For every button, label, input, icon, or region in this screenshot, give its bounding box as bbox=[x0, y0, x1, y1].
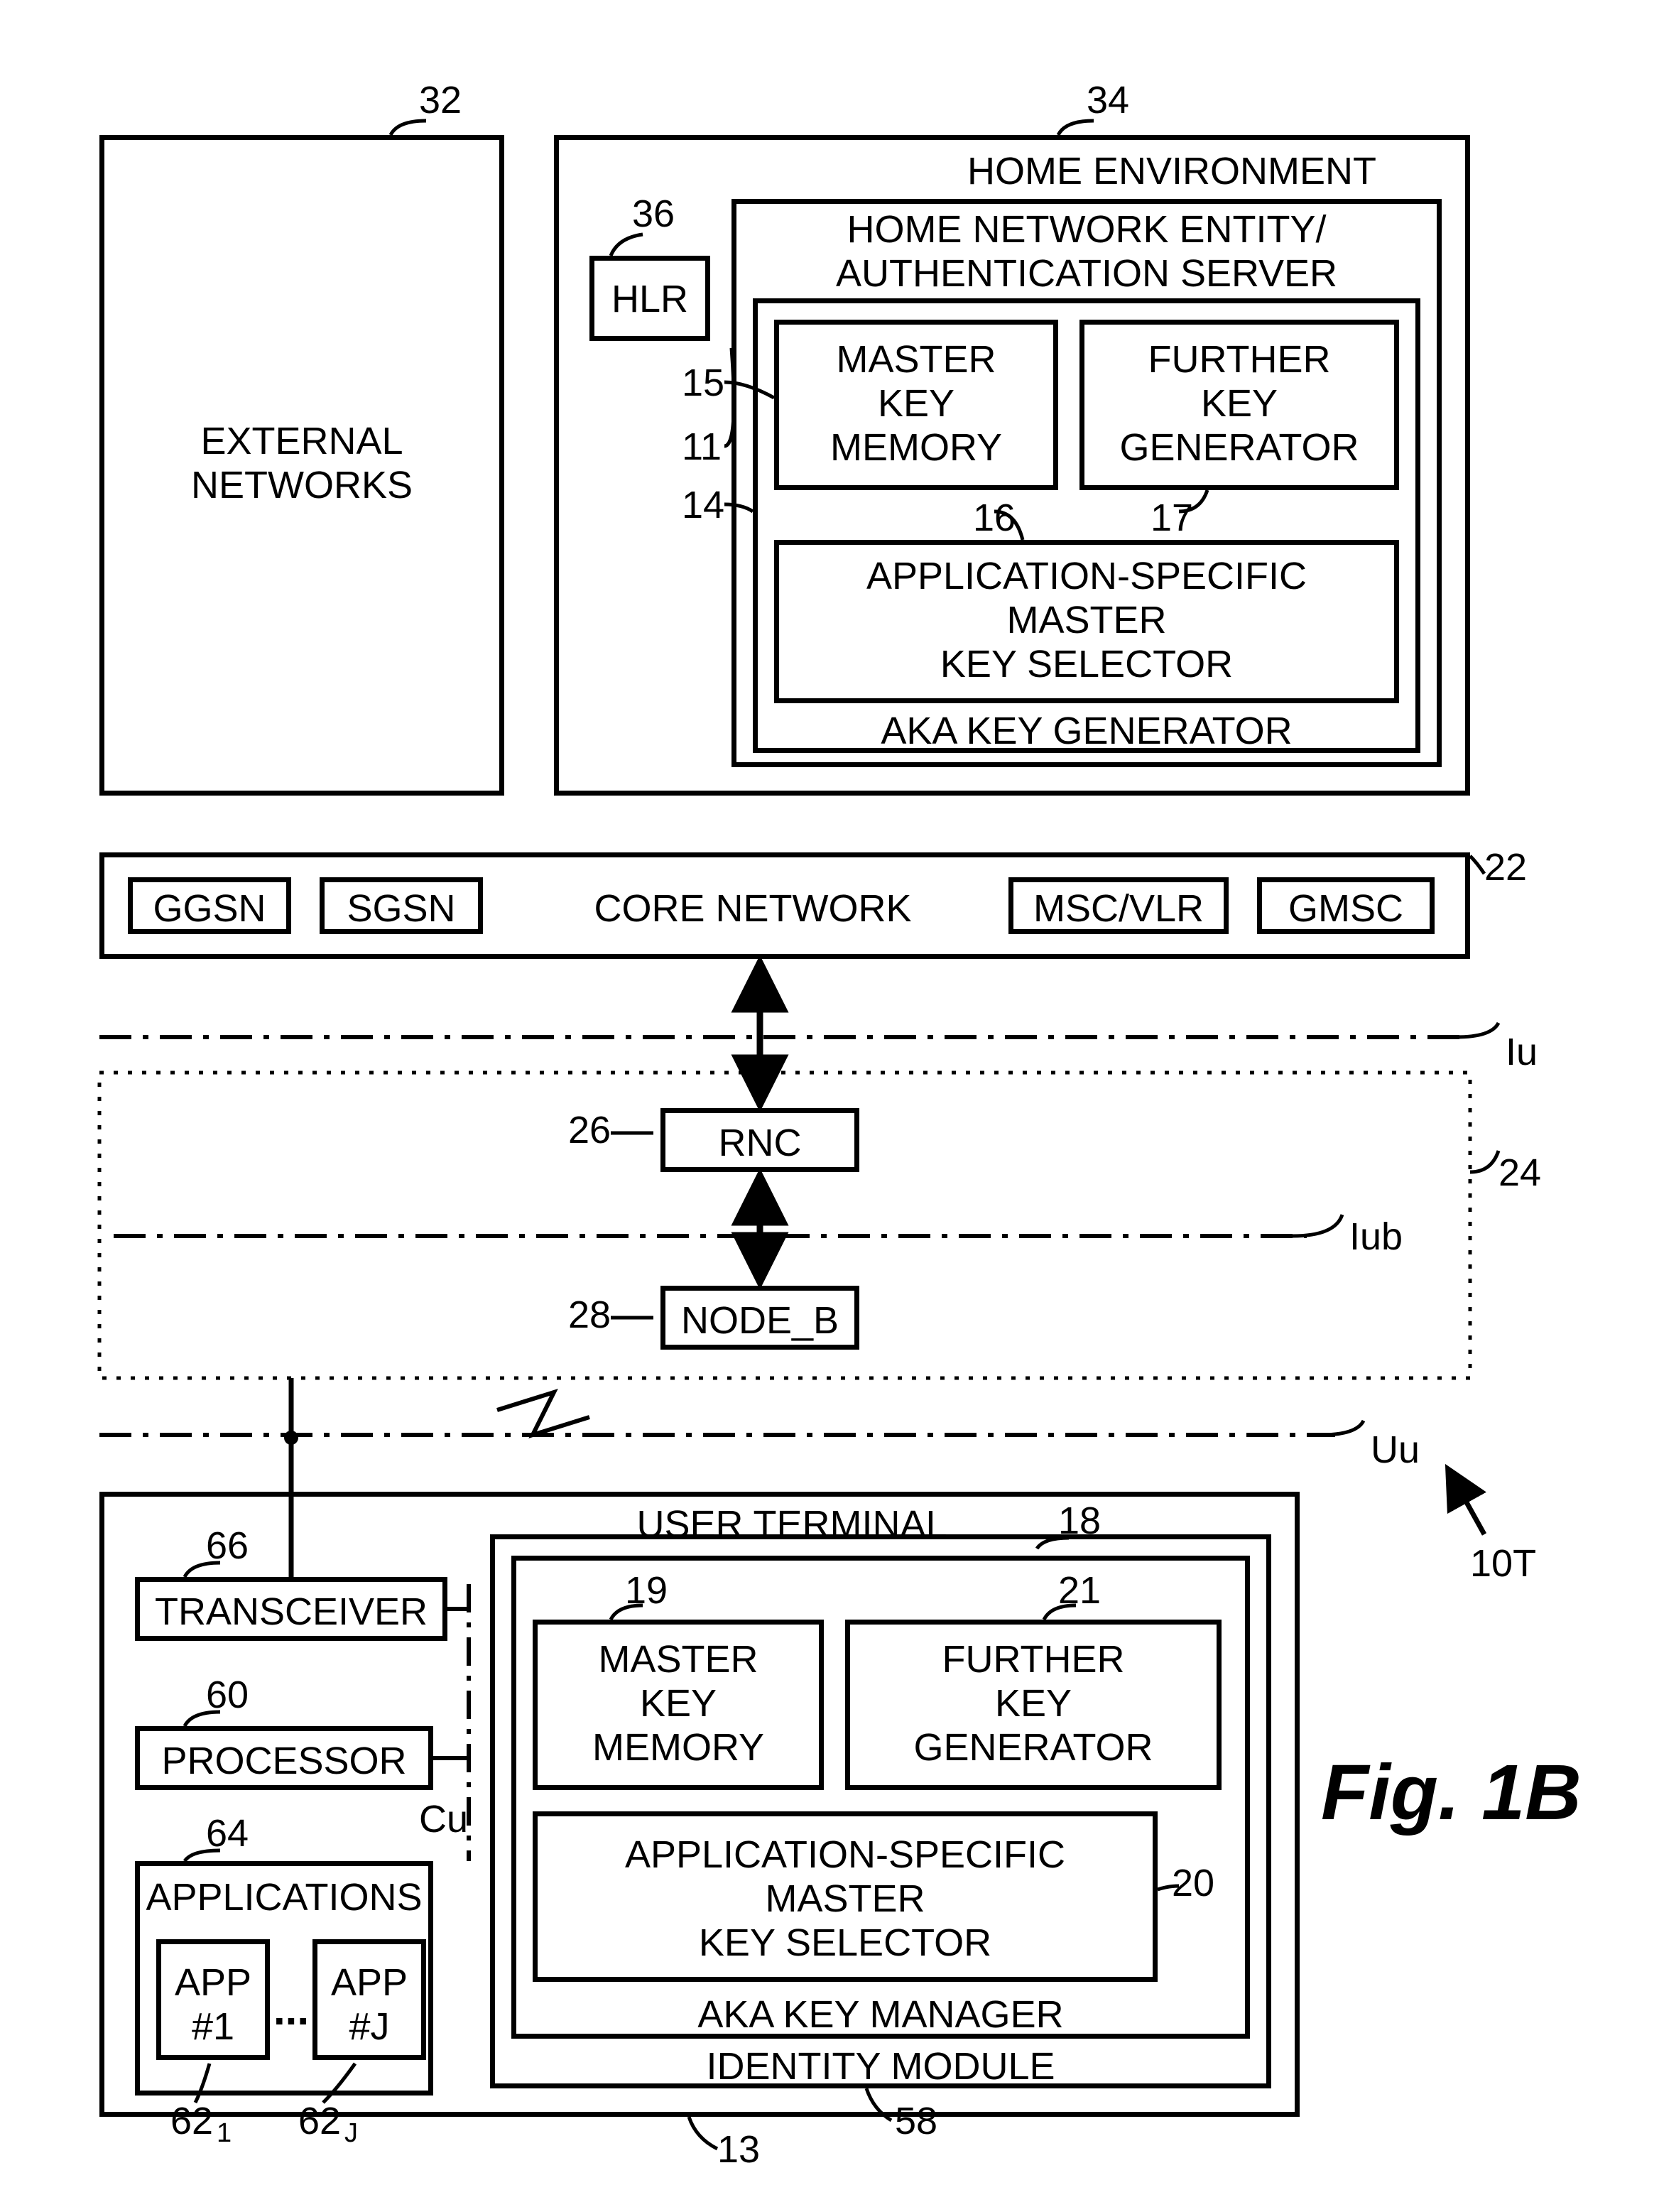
ref-Uu: Uu bbox=[1371, 1428, 1420, 1472]
ref-62-1: 62 bbox=[170, 2099, 213, 2143]
ref-18: 18 bbox=[1058, 1499, 1101, 1543]
ggsn-label: GGSN bbox=[128, 887, 291, 931]
ref-64: 64 bbox=[206, 1811, 249, 1855]
ref-28: 28 bbox=[568, 1293, 611, 1337]
ref-20: 20 bbox=[1172, 1861, 1214, 1905]
dots-label: ... bbox=[270, 1985, 312, 2034]
ref-36: 36 bbox=[632, 192, 675, 236]
hlr-label: HLR bbox=[589, 277, 710, 321]
ref-34: 34 bbox=[1087, 78, 1129, 122]
rnc-label: RNC bbox=[660, 1121, 859, 1165]
figure-label: Fig. 1B bbox=[1321, 1747, 1582, 1838]
sgsn-label: SGSN bbox=[320, 887, 483, 931]
identity-module-label: IDENTITY MODULE bbox=[490, 2044, 1271, 2088]
ref-62-j-sub: J bbox=[344, 2118, 358, 2149]
further-key-generator-label: FURTHER KEY GENERATOR bbox=[1079, 337, 1399, 470]
figure-1b: EXTERNAL NETWORKS HOME ENVIRONMENT HLR H… bbox=[43, 43, 1616, 2169]
ref-66: 66 bbox=[206, 1524, 249, 1568]
external-networks-label: EXTERNAL NETWORKS bbox=[149, 419, 455, 507]
master-key-memory2-label: MASTER KEY MEMORY bbox=[533, 1637, 824, 1769]
ref-14: 14 bbox=[682, 483, 724, 527]
master-key-memory-label: MASTER KEY MEMORY bbox=[774, 337, 1058, 470]
asmks2-label: APPLICATION-SPECIFIC MASTER KEY SELECTOR bbox=[533, 1833, 1158, 1965]
asmks-label: APPLICATION-SPECIFIC MASTER KEY SELECTOR bbox=[774, 554, 1399, 686]
nodeb-label: NODE_B bbox=[660, 1299, 859, 1343]
hne-label: HOME NETWORK ENTITY/ AUTHENTICATION SERV… bbox=[731, 207, 1442, 296]
aka-manager-label: AKA KEY MANAGER bbox=[511, 1993, 1250, 2037]
ref-Iu: Iu bbox=[1506, 1030, 1538, 1074]
ref-19: 19 bbox=[625, 1568, 668, 1612]
ref-62-1-sub: 1 bbox=[217, 2118, 232, 2149]
aka-generator-label: AKA KEY GENERATOR bbox=[753, 709, 1420, 753]
ref-17: 17 bbox=[1151, 496, 1193, 540]
ref-Cu: Cu bbox=[419, 1797, 468, 1841]
ref-10T: 10T bbox=[1470, 1541, 1536, 1585]
ref-Iub: Iub bbox=[1349, 1215, 1403, 1259]
ref-26: 26 bbox=[568, 1108, 611, 1152]
ref-24: 24 bbox=[1498, 1151, 1541, 1195]
ref-13: 13 bbox=[717, 2127, 760, 2172]
ref-62-j: 62 bbox=[298, 2099, 341, 2143]
transceiver-label: TRANSCEIVER bbox=[135, 1590, 447, 1634]
ref-15: 15 bbox=[682, 361, 724, 405]
appj-label: APP #J bbox=[312, 1961, 426, 2049]
ref-21: 21 bbox=[1058, 1568, 1101, 1612]
gmsc-label: GMSC bbox=[1257, 887, 1435, 931]
ref-22: 22 bbox=[1484, 845, 1527, 889]
mscvlr-label: MSC/VLR bbox=[1008, 887, 1229, 931]
ref-32: 32 bbox=[419, 78, 462, 122]
ref-58: 58 bbox=[895, 2099, 937, 2143]
home-environment-label: HOME ENVIRONMENT bbox=[881, 149, 1463, 193]
core-network-label: CORE NETWORK bbox=[511, 887, 994, 931]
ref-11: 11 bbox=[682, 425, 722, 469]
applications-label: APPLICATIONS bbox=[135, 1875, 433, 1919]
app1-label: APP #1 bbox=[156, 1961, 270, 2049]
ref-60: 60 bbox=[206, 1673, 249, 1717]
further-key-generator2-label: FURTHER KEY GENERATOR bbox=[845, 1637, 1222, 1769]
ref-16: 16 bbox=[973, 496, 1016, 540]
processor-label: PROCESSOR bbox=[135, 1739, 433, 1783]
